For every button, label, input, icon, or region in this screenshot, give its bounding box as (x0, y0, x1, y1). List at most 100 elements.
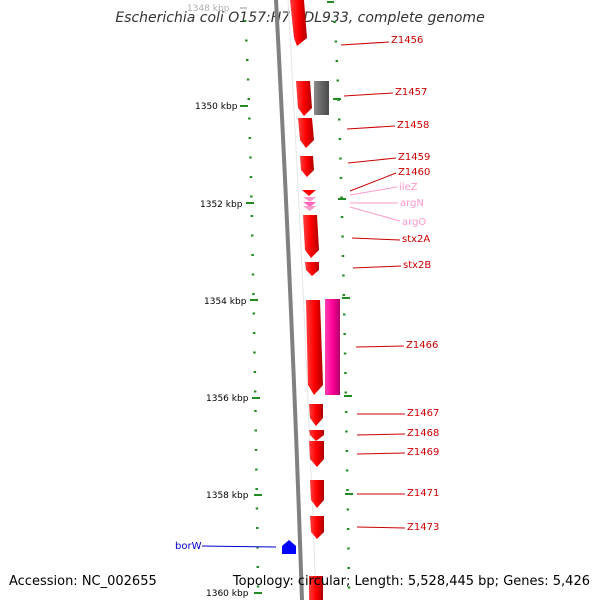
gene-label-z1471[interactable]: Z1471 (407, 488, 439, 499)
tick-label: 1360 kbp (206, 589, 249, 599)
minor-tick (339, 177, 343, 179)
leader-line (349, 172, 397, 192)
gene-arrow-z1456[interactable] (290, 0, 307, 46)
gene-arrow-z1469[interactable] (309, 441, 324, 467)
gene-label-z1458[interactable]: Z1458 (397, 120, 429, 131)
rna-arrow-ilez[interactable] (303, 197, 316, 202)
gene-label-z1467[interactable]: Z1467 (407, 408, 439, 419)
mobile-element-block[interactable] (325, 299, 340, 395)
gene-arrow-stx2a[interactable] (303, 215, 319, 258)
tick-label: 1356 kbp (206, 394, 249, 404)
gene-arrow-z1457[interactable] (296, 81, 312, 116)
genome-backbone (274, 0, 304, 600)
minor-tick (256, 527, 259, 529)
gene-arrow-z1460[interactable] (302, 190, 316, 196)
gene-label-z1456[interactable]: Z1456 (391, 35, 423, 46)
right-minor-ticks (333, 21, 351, 589)
minor-tick (347, 586, 351, 589)
minor-tick (334, 40, 338, 43)
tick-label: 1350 kbp (195, 102, 238, 112)
gene-label-z1457[interactable]: Z1457 (395, 87, 427, 98)
minor-tick (250, 195, 253, 198)
leader-line (356, 526, 406, 529)
gene-arrow-z1458[interactable] (298, 118, 314, 148)
gene-arrow-z1459[interactable] (300, 156, 314, 177)
minor-tick (347, 547, 350, 550)
minor-tick (338, 138, 342, 140)
gene-arrow-z1466[interactable] (306, 300, 323, 395)
minor-tick (256, 566, 259, 568)
minor-tick (252, 312, 255, 315)
topology-text: Topology: circular; (232, 574, 351, 589)
length-text: Length: 5,528,445 bp; (354, 574, 500, 589)
minor-tick (338, 118, 341, 121)
minor-tick (345, 450, 349, 452)
leader-line (351, 237, 401, 241)
gene-label-z1460[interactable]: Z1460 (398, 167, 430, 178)
minor-tick (340, 216, 344, 218)
minor-tick (336, 79, 339, 82)
right-major-ticks (327, 1, 353, 495)
gene-label-argn[interactable]: argN (400, 198, 424, 209)
gene-arrow-z1468[interactable] (309, 430, 324, 441)
minor-tick (342, 294, 346, 296)
gene-label-z1466[interactable]: Z1466 (406, 340, 438, 351)
gene-block-partial[interactable] (309, 576, 323, 600)
gene-arrow-borw[interactable] (282, 540, 296, 554)
minor-tick (340, 196, 343, 199)
minor-tick (252, 293, 255, 295)
gene-labels: Z1456 Z1457 Z1458 Z1459 Z1460 ileZ argN … (175, 35, 439, 552)
gene-label-borw[interactable]: borW (175, 541, 202, 552)
gene-label-argo[interactable]: argO (402, 217, 426, 228)
leader-line (347, 157, 397, 164)
minor-tick (243, 20, 247, 22)
minor-tick (246, 59, 249, 61)
major-ticks: 1348 kbp 1350 kbp 1352 kbp 1354 kbp 1356… (187, 4, 262, 599)
minor-tick (343, 333, 346, 335)
minor-tick (251, 234, 254, 237)
gene-label-stx2a[interactable]: stx2A (402, 234, 430, 245)
gene-label-z1469[interactable]: Z1469 (407, 447, 439, 458)
minor-tick (345, 469, 349, 472)
gene-features (282, 0, 340, 600)
minor-tick (346, 489, 349, 491)
minor-tick (251, 254, 254, 256)
minor-tick (347, 567, 350, 569)
minor-tick (245, 39, 248, 42)
pseudo-gene-block[interactable] (314, 81, 329, 115)
minor-tick (342, 274, 345, 277)
accession-text: Accession: NC_002655 (9, 574, 157, 589)
minor-tick (251, 273, 255, 276)
leader-line (349, 186, 398, 196)
minor-tick (339, 157, 342, 160)
leader-line (343, 92, 394, 97)
minor-tick (250, 215, 254, 217)
genes-count-text: Genes: 5,426 (503, 574, 590, 589)
minor-tick (252, 332, 256, 334)
gene-arrow-stx2b[interactable] (305, 262, 319, 276)
minor-tick (253, 371, 257, 373)
minor-tick (344, 372, 347, 374)
gene-label-z1473[interactable]: Z1473 (407, 522, 439, 533)
minor-tick (247, 98, 250, 100)
rna-arrow-argn[interactable] (303, 202, 316, 207)
gene-arrow-z1467[interactable] (309, 404, 323, 426)
leader-line (352, 265, 402, 269)
minor-tick (248, 117, 251, 120)
leader-line (356, 452, 406, 455)
gene-arrow-z1471[interactable] (310, 480, 324, 508)
left-minor-ticks (243, 20, 260, 588)
gene-label-z1468[interactable]: Z1468 (407, 428, 439, 439)
gene-arrow-z1473[interactable] (310, 516, 324, 539)
leader-line (349, 206, 401, 222)
minor-tick (346, 508, 350, 511)
gene-label-z1459[interactable]: Z1459 (398, 152, 430, 163)
gene-label-ilez[interactable]: ileZ (399, 182, 418, 193)
gene-label-stx2b[interactable]: stx2B (403, 260, 431, 271)
minor-tick (341, 235, 344, 238)
minor-tick (255, 507, 259, 510)
minor-tick (249, 156, 252, 159)
rna-arrow-argo[interactable] (303, 206, 316, 211)
minor-tick (344, 411, 348, 413)
